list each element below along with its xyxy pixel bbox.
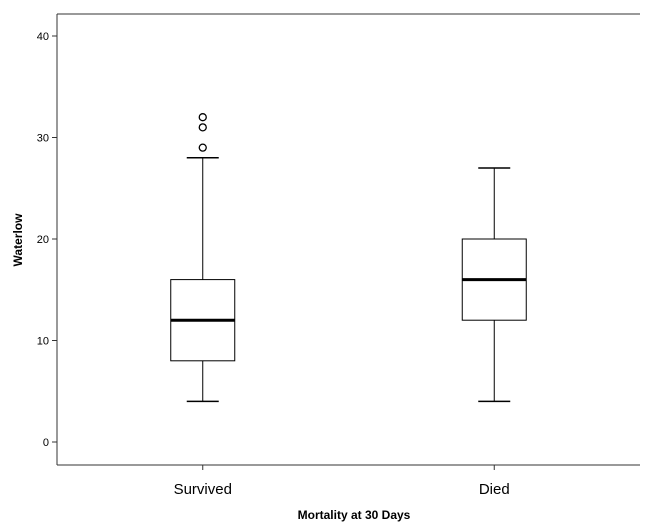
- y-tick-label: 20: [37, 234, 49, 246]
- x-axis: Survived Died: [174, 465, 510, 498]
- y-tick-label: 40: [37, 31, 49, 43]
- outlier-point: [198, 123, 207, 132]
- box-survived: [170, 113, 236, 403]
- boxes: [170, 113, 527, 403]
- y-tick-label: 0: [43, 437, 49, 449]
- x-tick-label: Survived: [174, 481, 232, 498]
- y-axis: 0 10 20 30 40: [37, 31, 57, 449]
- y-tick-label: 30: [37, 133, 49, 145]
- plot-frame: [56, 13, 640, 466]
- outlier-point: [198, 143, 207, 152]
- y-axis-title: Waterlow: [11, 213, 25, 267]
- x-tick-label: Died: [479, 481, 510, 498]
- y-tick-label: 10: [37, 336, 49, 348]
- outlier-point: [198, 113, 207, 122]
- x-axis-title: Mortality at 30 Days: [298, 508, 411, 522]
- box-died: [461, 167, 527, 403]
